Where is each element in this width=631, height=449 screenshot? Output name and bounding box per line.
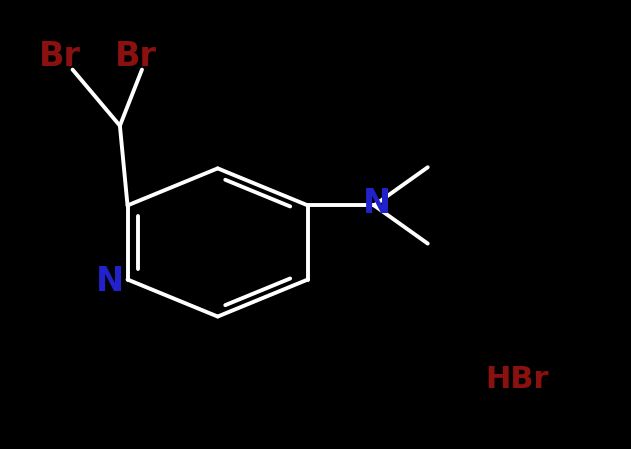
Text: Br: Br (39, 40, 81, 73)
Text: Br: Br (115, 40, 156, 73)
Text: N: N (96, 265, 124, 298)
Text: N: N (363, 187, 391, 220)
Text: HBr: HBr (486, 365, 549, 394)
